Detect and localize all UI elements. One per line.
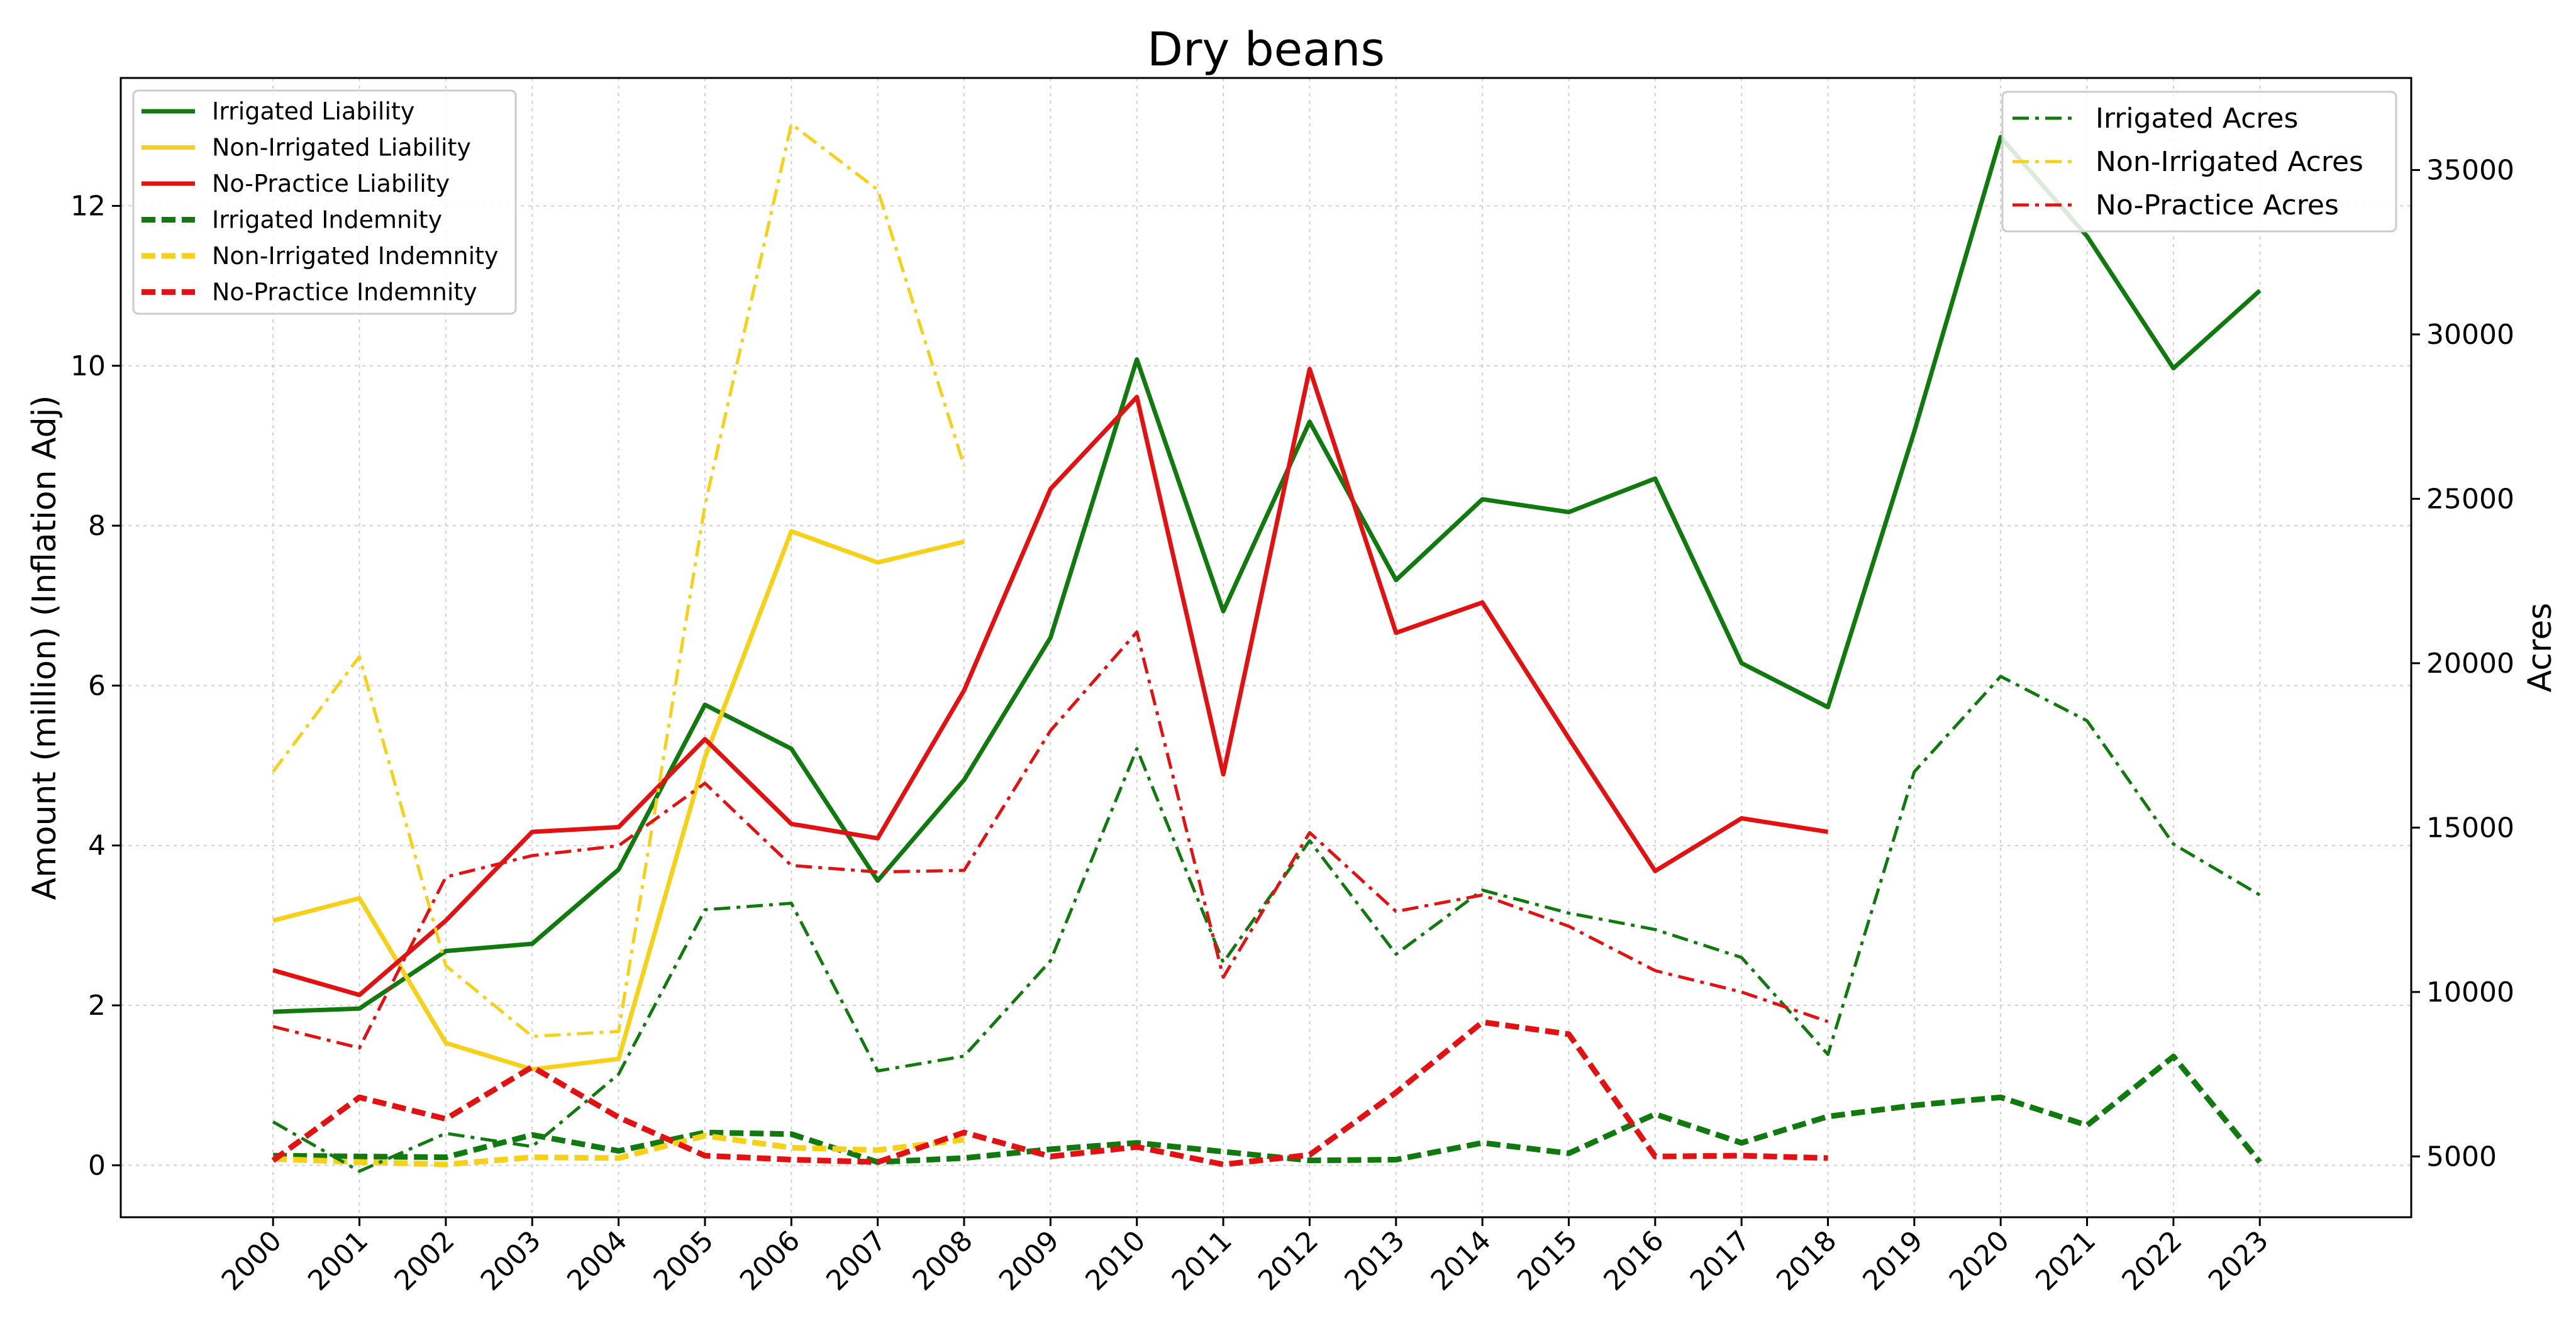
series-layer (271, 122, 2262, 1173)
y-axis-right-label: Acres (2521, 603, 2559, 693)
chart-title: Dry beans (1147, 23, 1385, 77)
legend-label-irrigated-liability: Irrigated Liability (212, 97, 414, 125)
y-axis-right: 5000 10000 15000 20000 25000 30000 35000 (2411, 154, 2514, 1173)
y-right-tick-label-20000: 20000 (2426, 648, 2514, 680)
series-no-practice-liability (272, 367, 1829, 997)
y-left-tick-label-12: 12 (70, 190, 106, 222)
y-axis-left: 0 2 4 6 8 10 12 (70, 190, 121, 1181)
legend-label-no-practice-acres: No-Practice Acres (2096, 189, 2339, 221)
y-left-tick-label-0: 0 (88, 1149, 106, 1181)
legend-left: Irrigated Liability Non-Irrigated Liabili… (132, 89, 517, 315)
y-right-tick-label-10000: 10000 (2426, 976, 2514, 1008)
legend-label-irrigated-indemnity: Irrigated Indemnity (212, 206, 442, 234)
series-no-practice-indemnity (271, 1019, 1828, 1168)
series-non-irrigated-indemnity (273, 1132, 965, 1168)
legend-right: Irrigated Acres Non-Irrigated Acres No-Pra… (2001, 91, 2397, 233)
plot-frame (119, 77, 2412, 1218)
y-right-tick-label-5000: 5000 (2426, 1141, 2497, 1173)
legend-right-box (2001, 91, 2397, 233)
legend-label-irrigated-acres: Irrigated Acres (2096, 102, 2298, 135)
y-left-tick-label-6: 6 (88, 670, 106, 702)
y-left-tick-label-4: 4 (88, 830, 106, 862)
y-axis-left-label: Amount (million) (Inflation Adj) (26, 395, 64, 900)
y-left-tick-label-2: 2 (88, 990, 106, 1022)
y-right-tick-label-30000: 30000 (2426, 319, 2514, 351)
legend-label-non-irrigated-indemnity: Non-Irrigated Indemnity (212, 242, 499, 270)
y-left-tick-label-10: 10 (70, 350, 106, 382)
legend-label-no-practice-indemnity: No-Practice Indemnity (212, 279, 477, 306)
legend-label-non-irrigated-liability: Non-Irrigated Liability (212, 134, 471, 162)
series-irrigated-acres (272, 675, 2261, 1173)
y-left-tick-label-8: 8 (88, 510, 106, 542)
legend-label-no-practice-liability: No-Practice Liability (212, 170, 450, 197)
y-right-tick-label-25000: 25000 (2426, 483, 2514, 515)
legend-label-non-irrigated-acres: Non-Irrigated Acres (2096, 146, 2363, 178)
series-irrigated-liability (273, 135, 2262, 1014)
series-non-irrigated-acres (272, 122, 966, 1038)
series-irrigated-indemnity (273, 1053, 2262, 1165)
series-no-practice-acres (272, 630, 1829, 1050)
legend-left-box (132, 89, 517, 315)
y-right-tick-label-15000: 15000 (2426, 812, 2514, 844)
y-right-tick-label-35000: 35000 (2426, 154, 2514, 186)
series-non-irrigated-liability (272, 529, 965, 1072)
